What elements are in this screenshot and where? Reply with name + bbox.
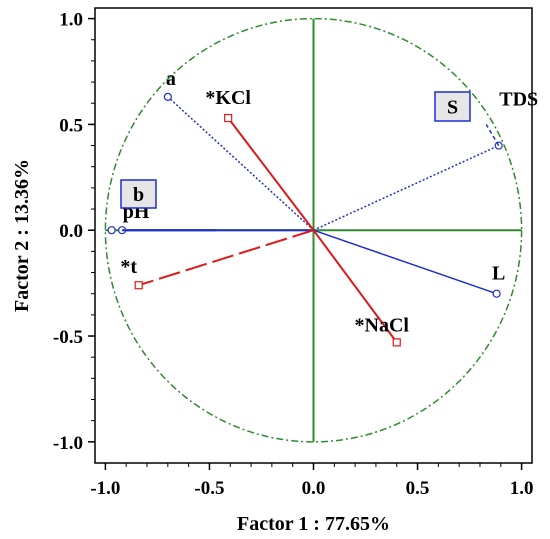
y-tick-label: -0.5 — [53, 327, 83, 348]
x-axis-title: Factor 1 : 77.65% — [237, 513, 390, 535]
vector-kcl — [227, 117, 315, 231]
label-tds: TDS — [499, 89, 538, 111]
y-tick-label: 0.0 — [59, 221, 83, 242]
vector-a — [167, 96, 315, 231]
point-extra — [107, 226, 116, 235]
point-l — [492, 289, 501, 298]
label-kcl: *KCl — [205, 87, 251, 109]
box-b — [120, 179, 157, 209]
vector-s-tail — [485, 124, 500, 146]
label-t: *t — [120, 256, 137, 278]
label-l: L — [492, 263, 505, 285]
point-kcl — [224, 113, 233, 123]
vector-l — [313, 229, 497, 295]
vector-tds — [313, 144, 500, 231]
x-tick-label: 1.0 — [510, 478, 534, 499]
point-a — [163, 92, 172, 101]
y-tick-label: 1.0 — [59, 10, 83, 31]
label-nacl: *NaCl — [355, 314, 410, 336]
point-nacl — [392, 338, 401, 347]
box-label-b: b — [133, 184, 144, 206]
x-tick-label: -0.5 — [194, 478, 224, 499]
label-a: a — [166, 68, 176, 90]
box-label-s: S — [447, 97, 458, 119]
vector-nacl — [312, 229, 398, 343]
axes: -1.0 -0.5 0.0 0.5 1.0 1.0 0.5 0.0 -0.5 -1.0 — [53, 7, 534, 499]
vector-t — [138, 229, 314, 287]
point-t — [134, 281, 143, 290]
y-axis-title: Factor 2 : 13.36% — [11, 159, 33, 312]
y-tick-label: 0.5 — [59, 115, 83, 136]
y-tick-label: -1.0 — [53, 433, 83, 454]
x-tick-label: 0.5 — [406, 478, 430, 499]
box-s — [434, 91, 471, 122]
variable-vectors — [107, 92, 503, 347]
x-tick-label: 0.0 — [302, 478, 326, 499]
x-tick-label: -1.0 — [90, 478, 120, 499]
